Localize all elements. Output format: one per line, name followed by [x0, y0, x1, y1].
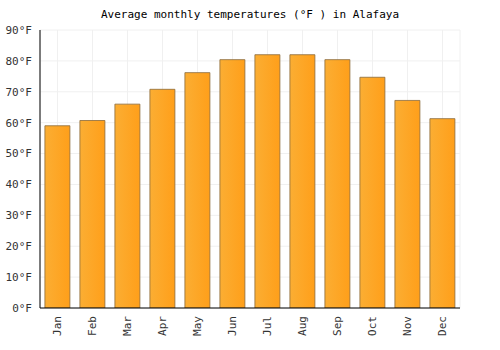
svg-text:Aug: Aug [296, 316, 309, 336]
svg-text:20°F: 20°F [8, 240, 32, 253]
svg-text:10°F: 10°F [8, 271, 32, 284]
svg-text:Feb: Feb [86, 316, 99, 336]
svg-text:80°F: 80°F [8, 55, 32, 68]
svg-text:60°F: 60°F [8, 117, 32, 130]
svg-text:Jul: Jul [261, 316, 274, 336]
svg-text:Jan: Jan [51, 316, 64, 336]
html-text:Average monthly temperatures (: Average monthly temperatures (°F ) in Al… [101, 8, 399, 21]
svg-text:50°F: 50°F [8, 147, 32, 160]
svg-text:Oct: Oct [366, 316, 379, 336]
svg-text:Jun: Jun [226, 316, 239, 336]
svg-text:90°F: 90°F [8, 24, 32, 37]
svg-text:40°F: 40°F [8, 178, 32, 191]
svg-text:70°F: 70°F [8, 86, 32, 99]
svg-text:30°F: 30°F [8, 209, 32, 222]
svg-text:Mar: Mar [121, 316, 134, 336]
svg-text:Apr: Apr [156, 316, 169, 336]
svg-text:May: May [191, 316, 204, 336]
svg-text:Dec: Dec [436, 316, 449, 336]
svg-text:0°F: 0°F [12, 302, 32, 315]
svg-text:Nov: Nov [401, 316, 414, 336]
svg-text:Sep: Sep [331, 316, 344, 336]
